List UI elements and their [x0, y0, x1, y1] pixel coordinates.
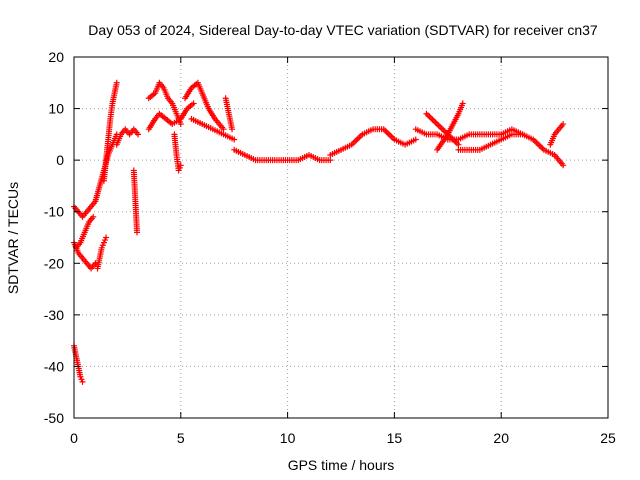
chart-title: Day 053 of 2024, Sidereal Day-to-day VTE… — [88, 22, 598, 38]
series-track-k — [171, 131, 184, 174]
data-point — [560, 162, 567, 169]
data-point — [459, 100, 466, 107]
series-track-t — [455, 131, 567, 169]
x-tick-label: 10 — [280, 430, 296, 446]
series-track-e — [71, 131, 120, 220]
y-tick-label: -20 — [44, 255, 64, 271]
data-point — [190, 100, 197, 107]
plot-frame — [73, 56, 609, 419]
x-tick-label: 0 — [70, 430, 78, 446]
series-track-s — [434, 100, 466, 153]
data-point — [177, 162, 184, 169]
series-track-o — [231, 146, 334, 164]
series-track-h — [130, 167, 141, 236]
data-point — [327, 157, 334, 164]
series-track-n — [222, 95, 236, 133]
data-point — [92, 260, 99, 267]
x-tick-label: 15 — [387, 430, 403, 446]
data-point — [229, 126, 236, 133]
series-track-g — [113, 126, 142, 148]
series-track-p — [327, 126, 419, 158]
data-point — [135, 131, 142, 138]
y-tick-label: -30 — [44, 307, 64, 323]
series-track-j — [145, 100, 197, 133]
data-points — [71, 79, 567, 385]
data-point — [231, 136, 238, 143]
y-tick-label: -50 — [44, 410, 64, 426]
series-track-d — [94, 234, 110, 272]
y-tick-label: -40 — [44, 358, 64, 374]
x-axis-label: GPS time / hours — [288, 457, 395, 473]
data-point — [134, 229, 141, 236]
data-point — [412, 136, 419, 143]
data-point — [455, 141, 462, 148]
x-tick-label: 20 — [493, 430, 509, 446]
data-point — [103, 234, 110, 241]
y-tick-label: -10 — [44, 204, 64, 220]
y-axis: -50 -40 -30 -20 -10 0 10 20 — [44, 49, 608, 426]
data-point — [79, 378, 86, 385]
series-track-b — [71, 239, 99, 272]
series-track-a — [71, 342, 86, 385]
data-point — [519, 131, 526, 138]
y-tick-label: 10 — [48, 101, 64, 117]
x-tick-label: 5 — [177, 430, 185, 446]
gridlines — [74, 57, 608, 418]
series-track-q — [412, 126, 505, 143]
series-track-c — [73, 213, 97, 251]
data-point — [560, 121, 567, 128]
series-track-m — [188, 115, 238, 143]
x-tick-label: 25 — [600, 430, 616, 446]
y-axis-label: SDTVAR / TECUs — [5, 182, 21, 294]
series-track-f — [100, 79, 120, 184]
data-point — [90, 213, 97, 220]
x-axis: 0 5 10 15 20 25 — [70, 57, 616, 446]
series-track-l — [182, 79, 227, 133]
series-track-u — [498, 126, 526, 138]
y-tick-label: 20 — [48, 49, 64, 65]
series-track-v — [547, 121, 567, 148]
data-point — [177, 121, 184, 128]
y-tick-label: 0 — [56, 152, 64, 168]
data-point — [220, 126, 227, 133]
data-point — [113, 79, 120, 86]
